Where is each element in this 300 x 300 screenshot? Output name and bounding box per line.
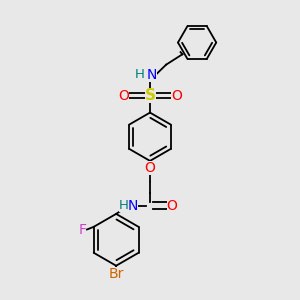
Text: S: S [145, 88, 155, 103]
Text: O: O [167, 199, 178, 213]
Text: O: O [118, 88, 129, 103]
Text: O: O [145, 161, 155, 175]
Text: N: N [127, 199, 137, 213]
Text: F: F [78, 223, 86, 236]
Text: H: H [135, 68, 145, 81]
Text: N: N [146, 68, 157, 82]
Text: H: H [118, 200, 128, 212]
Text: O: O [171, 88, 182, 103]
Text: Br: Br [109, 267, 124, 281]
